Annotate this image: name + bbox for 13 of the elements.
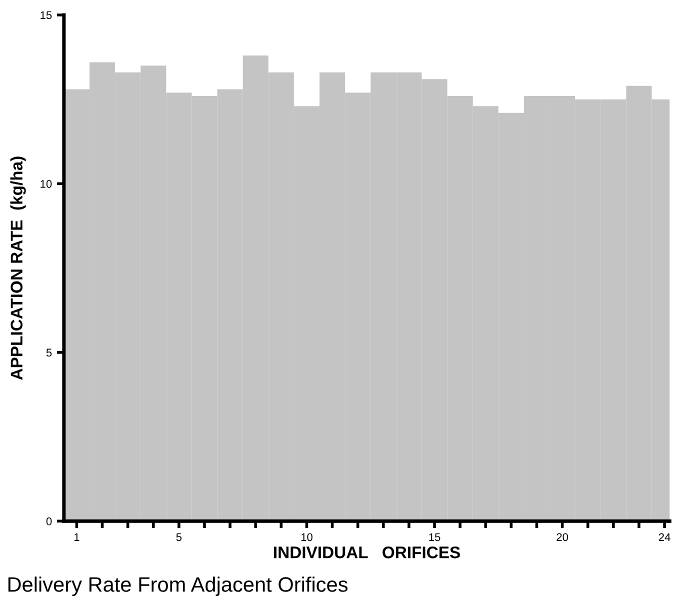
x-axis-title: INDIVIDUAL ORIFICES	[274, 546, 460, 558]
text: Delivery Rate From Adjacent Orifices	[8, 576, 348, 596]
x-tick-label: 5	[176, 533, 182, 542]
y-tick-label: 5	[46, 348, 52, 357]
x-tick-label: 15	[429, 533, 440, 542]
x-tick-label: 24	[658, 533, 670, 541]
x-tick-label: 1	[74, 533, 80, 541]
y-tick-label: 0	[46, 517, 52, 526]
x-tick-label: 20	[556, 533, 568, 542]
y-tick-label: 10	[40, 180, 52, 188]
x-tick-label: 10	[301, 533, 312, 542]
y-tick-label: 15	[40, 11, 52, 20]
y-axis-title: APPLICATION RATE (kg/ha)	[10, 156, 26, 380]
